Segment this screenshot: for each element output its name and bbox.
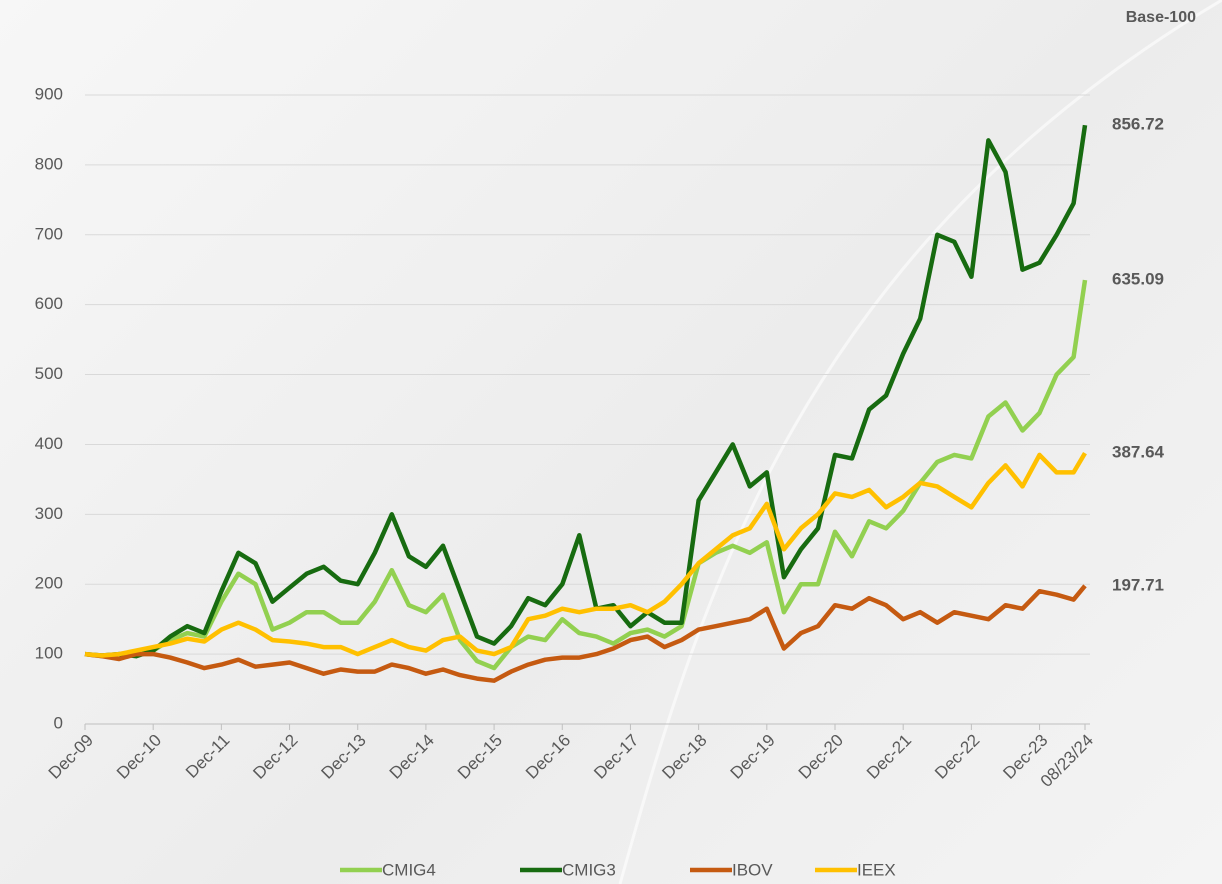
series-line [84,451,1087,658]
end-label: 387.64 [1112,443,1165,462]
y-tick-label: 200 [35,574,63,593]
x-tick-label: Dec-22 [931,731,983,783]
y-tick-label: 500 [35,364,63,383]
x-tick-label: Dec-11 [182,731,233,782]
series-line [84,584,1087,683]
x-tick-label: Dec-20 [795,731,847,783]
y-tick-label: 300 [35,504,63,523]
y-tick-label: 400 [35,434,63,453]
end-label: 197.71 [1112,575,1164,594]
series-line [84,279,1088,671]
series-line [84,124,1088,659]
x-tick-label: Dec-16 [522,731,574,783]
y-tick-label: 700 [35,224,63,243]
legend-label: IEEX [857,860,896,879]
legend-label: CMIG4 [382,860,436,879]
x-tick-label: Dec-18 [658,731,710,783]
end-label: 635.09 [1112,270,1164,289]
y-tick-label: 100 [35,644,63,663]
x-tick-label: Dec-12 [249,731,301,783]
x-tick-label: Dec-17 [590,731,642,783]
x-tick-label: Dec-21 [863,731,915,783]
x-tick-label: Dec-10 [113,731,165,783]
x-tick-label: Dec-19 [727,731,779,783]
legend-label: IBOV [732,860,773,879]
y-tick-label: 800 [35,154,63,173]
x-tick-label: Dec-09 [45,731,97,783]
end-label: 856.72 [1112,115,1164,134]
y-tick-label: 600 [35,294,63,313]
x-tick-label: Dec-13 [318,731,370,783]
annotation: Base-100 [1126,9,1196,26]
background-swoosh [618,0,1222,884]
y-tick-label: 900 [35,84,63,103]
y-tick-label: 0 [54,713,63,732]
x-tick-label: Dec-14 [386,731,438,783]
legend-label: CMIG3 [562,860,616,879]
x-tick-label: Dec-15 [454,731,506,783]
